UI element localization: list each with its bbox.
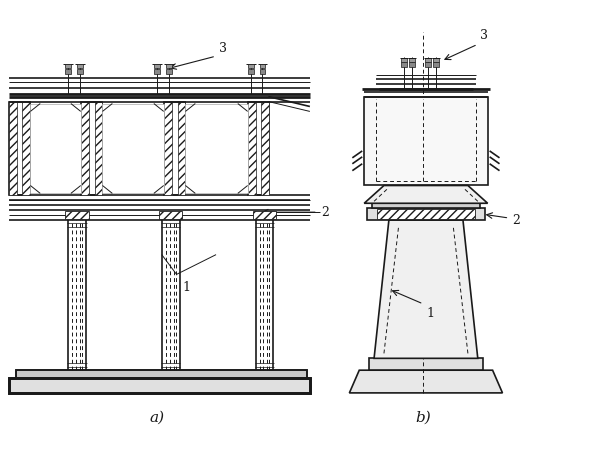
Bar bbox=[31, 104, 81, 194]
Text: 3: 3 bbox=[480, 29, 488, 42]
Bar bbox=[65, 69, 71, 74]
Bar bbox=[8, 102, 31, 195]
Text: 1: 1 bbox=[427, 307, 434, 320]
Text: 2: 2 bbox=[321, 206, 329, 219]
Text: a): a) bbox=[149, 410, 164, 425]
Bar bbox=[8, 378, 310, 393]
Bar bbox=[377, 209, 475, 219]
Bar bbox=[369, 358, 483, 370]
Bar bbox=[154, 69, 160, 74]
Bar bbox=[260, 64, 265, 68]
Bar bbox=[401, 62, 407, 67]
Text: b): b) bbox=[416, 410, 431, 425]
Bar bbox=[77, 69, 83, 74]
Bar bbox=[8, 378, 310, 393]
Polygon shape bbox=[349, 370, 502, 393]
Text: 2: 2 bbox=[512, 214, 520, 226]
Bar bbox=[81, 102, 89, 195]
Bar bbox=[77, 64, 83, 68]
Bar bbox=[166, 69, 172, 74]
Bar bbox=[95, 102, 103, 195]
Bar bbox=[65, 211, 89, 219]
Bar bbox=[248, 102, 256, 195]
Bar bbox=[253, 211, 276, 219]
Bar bbox=[81, 102, 103, 195]
Bar bbox=[433, 62, 439, 67]
Bar bbox=[248, 102, 269, 195]
Bar bbox=[164, 102, 172, 195]
Bar bbox=[164, 102, 185, 195]
Bar bbox=[103, 104, 164, 194]
Bar bbox=[401, 58, 407, 62]
Bar bbox=[425, 58, 431, 62]
Bar bbox=[260, 69, 265, 74]
Bar bbox=[178, 102, 185, 195]
Bar bbox=[8, 102, 17, 195]
Bar bbox=[166, 64, 172, 68]
Bar bbox=[16, 370, 307, 378]
Bar bbox=[16, 370, 307, 378]
Bar bbox=[248, 64, 254, 68]
Bar bbox=[372, 203, 480, 208]
Text: 3: 3 bbox=[219, 42, 227, 55]
Bar bbox=[154, 64, 160, 68]
Bar bbox=[262, 102, 269, 195]
Bar bbox=[364, 97, 488, 185]
Bar bbox=[367, 208, 485, 220]
Bar bbox=[159, 211, 182, 219]
Text: 1: 1 bbox=[182, 281, 190, 294]
Polygon shape bbox=[364, 185, 488, 203]
Bar bbox=[409, 62, 415, 67]
Bar bbox=[433, 58, 439, 62]
Bar bbox=[425, 62, 431, 67]
Bar bbox=[248, 69, 254, 74]
Bar bbox=[22, 102, 31, 195]
Polygon shape bbox=[374, 220, 478, 358]
Bar bbox=[409, 58, 415, 62]
Bar bbox=[65, 64, 71, 68]
Bar bbox=[185, 104, 248, 194]
